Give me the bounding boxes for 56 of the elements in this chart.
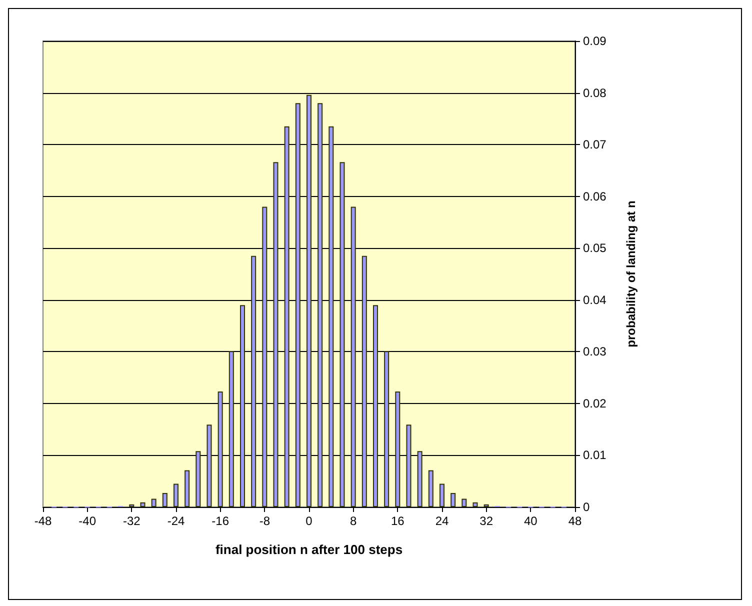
x-tick-label: 24 <box>435 514 449 528</box>
bar <box>218 392 223 507</box>
y-axis-title: probability of landing at n <box>624 200 638 348</box>
x-tick-label: 48 <box>568 514 582 528</box>
x-tick-label: 32 <box>480 514 494 528</box>
x-tick-label: 16 <box>390 514 405 528</box>
y-tick-label: 0.06 <box>583 189 607 204</box>
bar <box>228 351 234 507</box>
bar <box>328 126 334 507</box>
bar <box>196 451 201 507</box>
y-tick-label: 0.07 <box>583 138 607 152</box>
x-tick-label: -24 <box>167 514 185 528</box>
bar <box>395 392 400 507</box>
y-tick-label: 0.02 <box>583 396 607 410</box>
bar <box>362 256 367 507</box>
x-tick-label: -40 <box>78 514 96 528</box>
y-tick-label: 0.09 <box>583 34 607 48</box>
bar <box>140 502 146 507</box>
x-tick-label: 8 <box>350 514 357 528</box>
x-tick-label: -8 <box>259 514 270 528</box>
x-tick-label: -32 <box>122 514 141 528</box>
bar <box>262 206 268 507</box>
bar <box>151 498 156 507</box>
x-tick-label: 0 <box>306 514 313 528</box>
y-tick-label: 0.04 <box>583 292 607 307</box>
bar <box>384 351 390 507</box>
x-tick-label: -16 <box>212 514 230 528</box>
bar <box>318 103 323 507</box>
bar <box>440 484 444 507</box>
x-tick-label: 40 <box>524 514 538 528</box>
bar <box>350 206 356 507</box>
y-tick-label: 0 <box>583 500 590 514</box>
x-axis-title: final position n after 100 steps <box>215 542 403 557</box>
bar <box>406 424 412 507</box>
bar <box>340 162 345 507</box>
bar <box>284 126 290 507</box>
y-tick-label: 0.03 <box>583 344 607 359</box>
bar <box>240 305 245 507</box>
bar <box>295 103 300 507</box>
bar <box>428 470 434 507</box>
bar <box>206 424 212 507</box>
y-tick-label: 0.01 <box>583 448 607 462</box>
bar <box>462 498 467 507</box>
bar <box>450 493 456 507</box>
bar <box>184 470 190 507</box>
x-tick-label: -48 <box>34 514 52 528</box>
y-tick-label: 0.08 <box>583 86 607 100</box>
bar <box>373 305 378 507</box>
y-tick-label: 0.05 <box>583 241 607 256</box>
bar <box>162 493 168 507</box>
bar <box>174 484 178 507</box>
bar <box>251 256 256 507</box>
bar <box>472 502 478 507</box>
bar <box>417 451 422 507</box>
bar <box>273 162 278 507</box>
bar <box>306 94 312 507</box>
